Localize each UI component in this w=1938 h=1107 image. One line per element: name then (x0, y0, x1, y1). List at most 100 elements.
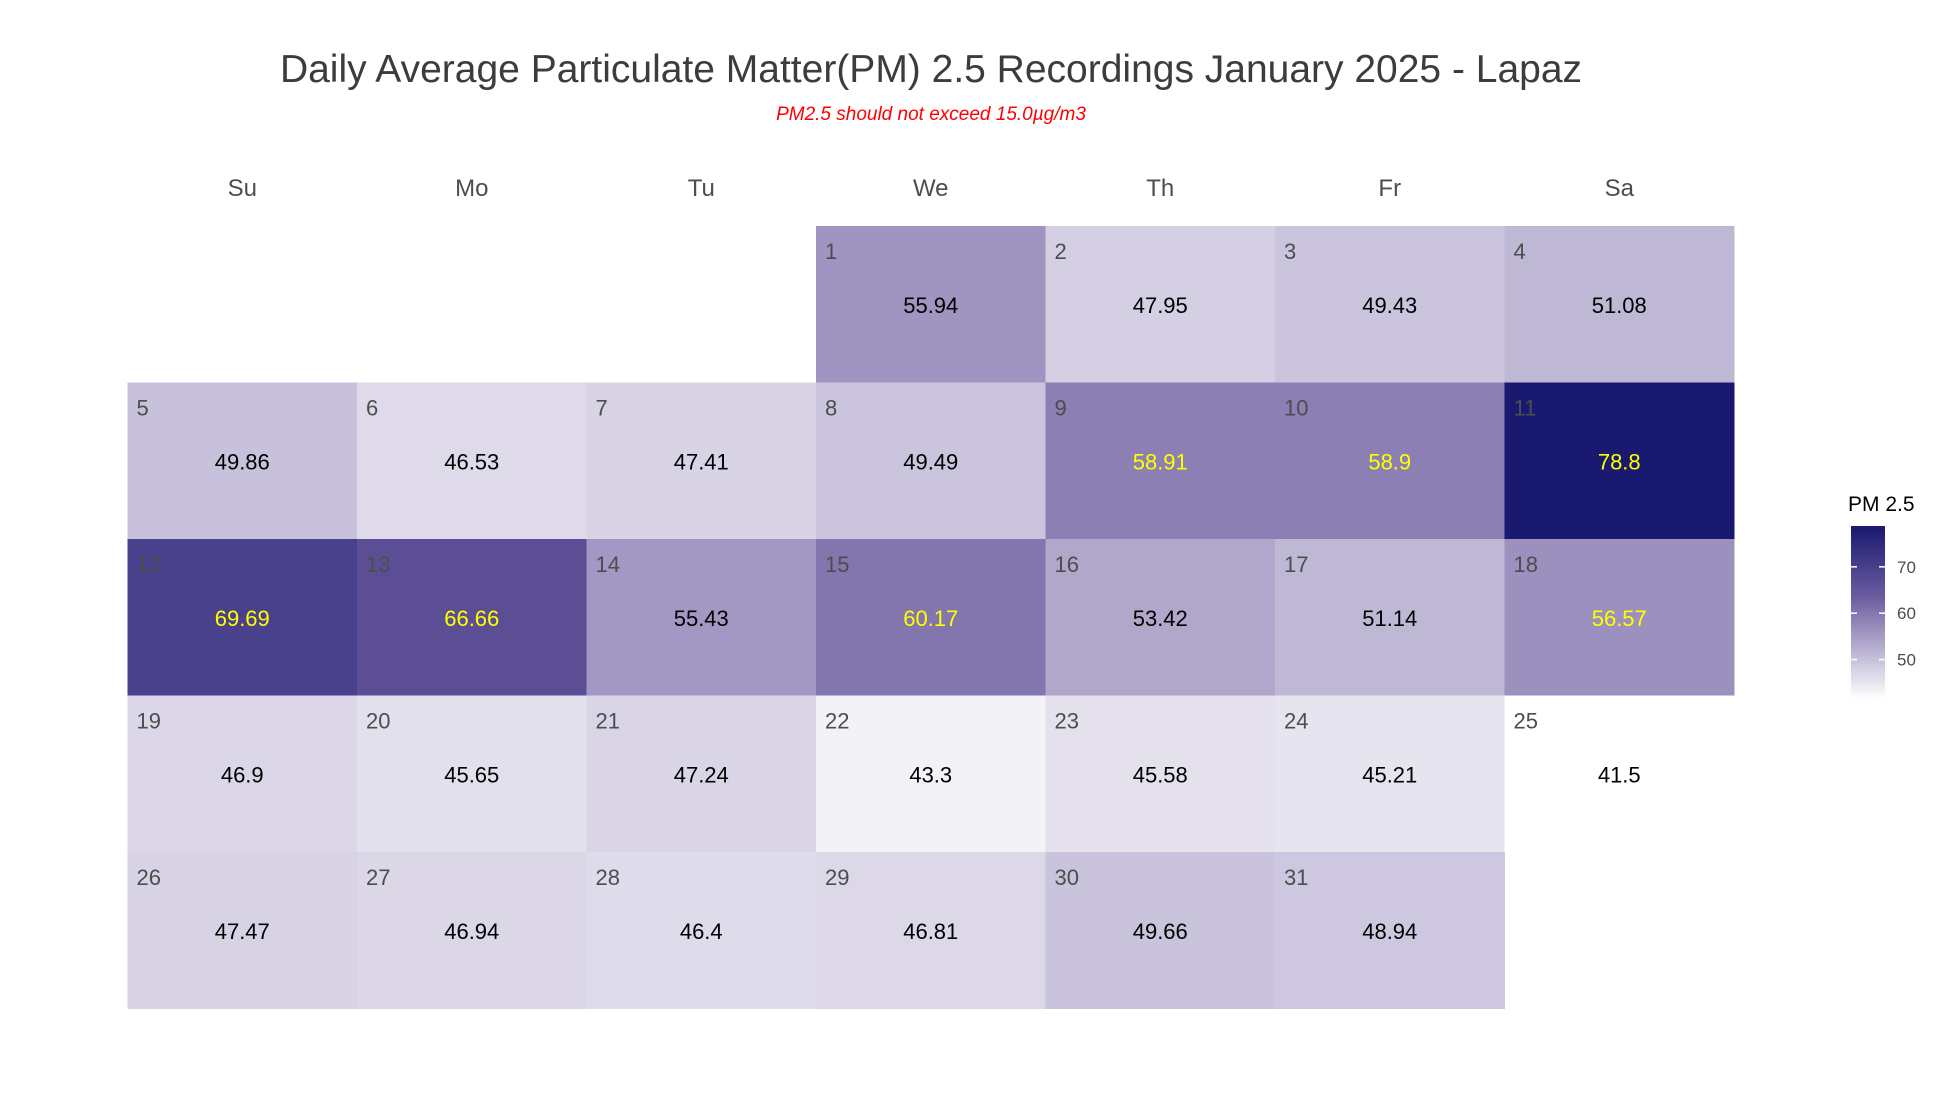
day-cell-1: 155.94 (816, 226, 1046, 383)
weekday-label-mo: Mo (455, 175, 488, 202)
pm-value-label: 49.43 (1362, 293, 1417, 318)
day-cell-6: 646.53 (357, 382, 587, 540)
day-cell-18: 18 56.57 (1504, 539, 1735, 696)
day-tile (1045, 382, 1276, 540)
day-cell-4: 451.08 (1504, 226, 1735, 383)
day-number: 5 (137, 396, 149, 421)
pm-value-label: 45.21 (1362, 763, 1417, 788)
day-cell-11: 11 78.8 (1504, 382, 1735, 540)
day-tile (1275, 382, 1505, 540)
day-cell-8: 849.49 (816, 382, 1046, 540)
day-tile (1504, 226, 1735, 383)
weekday-label-th: Th (1146, 175, 1174, 202)
day-cell-30: 30 49.66 (1045, 852, 1276, 1009)
pm-value-label: 46.4 (680, 919, 723, 944)
pm-value-label: 55.94 (903, 293, 958, 318)
pm-value-label: 47.95 (1133, 293, 1188, 318)
weekday-label-tu: Tu (688, 175, 715, 202)
day-tile (1275, 539, 1505, 696)
day-tile (1504, 382, 1735, 540)
day-tile (127, 852, 358, 1009)
pm-value-label: 56.57 (1592, 606, 1647, 631)
day-number: 20 (366, 709, 390, 734)
day-cell-7: 747.41 (586, 382, 817, 540)
day-cell-15: 15 60.17 (816, 539, 1046, 696)
day-number: 28 (596, 865, 620, 890)
day-number: 3 (1284, 239, 1296, 264)
pm-value-label: 49.49 (903, 450, 958, 475)
pm-value-label: 46.94 (444, 919, 499, 944)
day-number: 27 (366, 865, 390, 890)
day-cell-25: 25 41.5 (1504, 695, 1735, 853)
day-cell-3: 349.43 (1275, 226, 1505, 383)
day-tile (127, 695, 358, 853)
pm-value-label: 58.9 (1368, 450, 1411, 475)
day-cell-12: 12 69.69 (127, 539, 358, 696)
day-number: 17 (1284, 552, 1308, 577)
day-cell-19: 19 46.9 (127, 695, 358, 853)
day-number: 6 (366, 396, 378, 421)
pm-value-label: 45.65 (444, 763, 499, 788)
day-number: 31 (1284, 865, 1308, 890)
day-cell-24: 24 45.21 (1275, 695, 1505, 853)
day-tile (1045, 695, 1276, 853)
day-cell-5: 549.86 (127, 382, 358, 540)
day-number: 7 (596, 396, 608, 421)
day-cell-2: 247.95 (1045, 226, 1276, 383)
day-tile (1504, 695, 1735, 853)
day-number: 8 (825, 396, 837, 421)
day-cell-22: 22 43.3 (816, 695, 1046, 853)
day-cell-20: 20 45.65 (357, 695, 587, 853)
color-legend: 50 60 70 (1851, 526, 1916, 699)
day-number: 15 (825, 552, 849, 577)
day-number: 19 (137, 709, 161, 734)
weekday-label-su: Su (228, 175, 257, 202)
day-cell-26: 26 47.47 (127, 852, 358, 1009)
day-cell-10: 10 58.9 (1275, 382, 1505, 540)
day-number: 14 (596, 552, 620, 577)
pm-value-label: 55.43 (674, 606, 729, 631)
day-tile (816, 226, 1046, 383)
legend-tick-label: 60 (1897, 604, 1916, 623)
day-number: 11 (1514, 396, 1537, 421)
day-number: 26 (137, 865, 161, 890)
day-cell-28: 28 46.4 (586, 852, 817, 1009)
day-number: 16 (1055, 552, 1079, 577)
weekday-headers: Su Mo Tu We Th Fr Sa (228, 175, 1635, 202)
pm-value-label: 78.8 (1598, 450, 1641, 475)
day-number: 22 (825, 709, 849, 734)
day-tile (127, 382, 358, 540)
day-number: 24 (1284, 709, 1308, 734)
day-tile (357, 382, 587, 540)
day-number: 29 (825, 865, 849, 890)
day-number: 30 (1055, 865, 1079, 890)
day-tile (357, 852, 587, 1009)
day-tile (1045, 852, 1276, 1009)
day-number: 2 (1055, 239, 1067, 264)
pm-value-label: 66.66 (444, 606, 499, 631)
day-tile (586, 539, 817, 696)
day-cell-27: 27 46.94 (357, 852, 587, 1009)
day-tile (357, 539, 587, 696)
day-number: 18 (1514, 552, 1538, 577)
day-number: 25 (1514, 709, 1538, 734)
chart-subtitle: PM2.5 should not exceed 15.0µg/m3 (776, 104, 1086, 125)
day-tile (1275, 226, 1505, 383)
day-cell-17: 17 51.14 (1275, 539, 1505, 696)
legend-tick-label: 50 (1897, 651, 1916, 670)
day-cell-31: 31 48.94 (1275, 852, 1505, 1009)
pm-value-label: 45.58 (1133, 763, 1188, 788)
weekday-label-fr: Fr (1378, 175, 1401, 202)
pm-value-label: 43.3 (909, 763, 952, 788)
day-tile (1504, 539, 1735, 696)
day-tile (1275, 695, 1505, 853)
chart-title: Daily Average Particulate Matter(PM) 2.5… (279, 48, 1583, 91)
pm-value-label: 41.5 (1598, 763, 1641, 788)
pm-value-label: 51.08 (1592, 293, 1647, 318)
day-cell-13: 13 66.66 (357, 539, 587, 696)
legend-title: PM 2.5 (1848, 493, 1915, 516)
pm-value-label: 46.9 (221, 763, 264, 788)
day-cell-23: 23 45.58 (1045, 695, 1276, 853)
weekday-label-sa: Sa (1605, 175, 1635, 202)
